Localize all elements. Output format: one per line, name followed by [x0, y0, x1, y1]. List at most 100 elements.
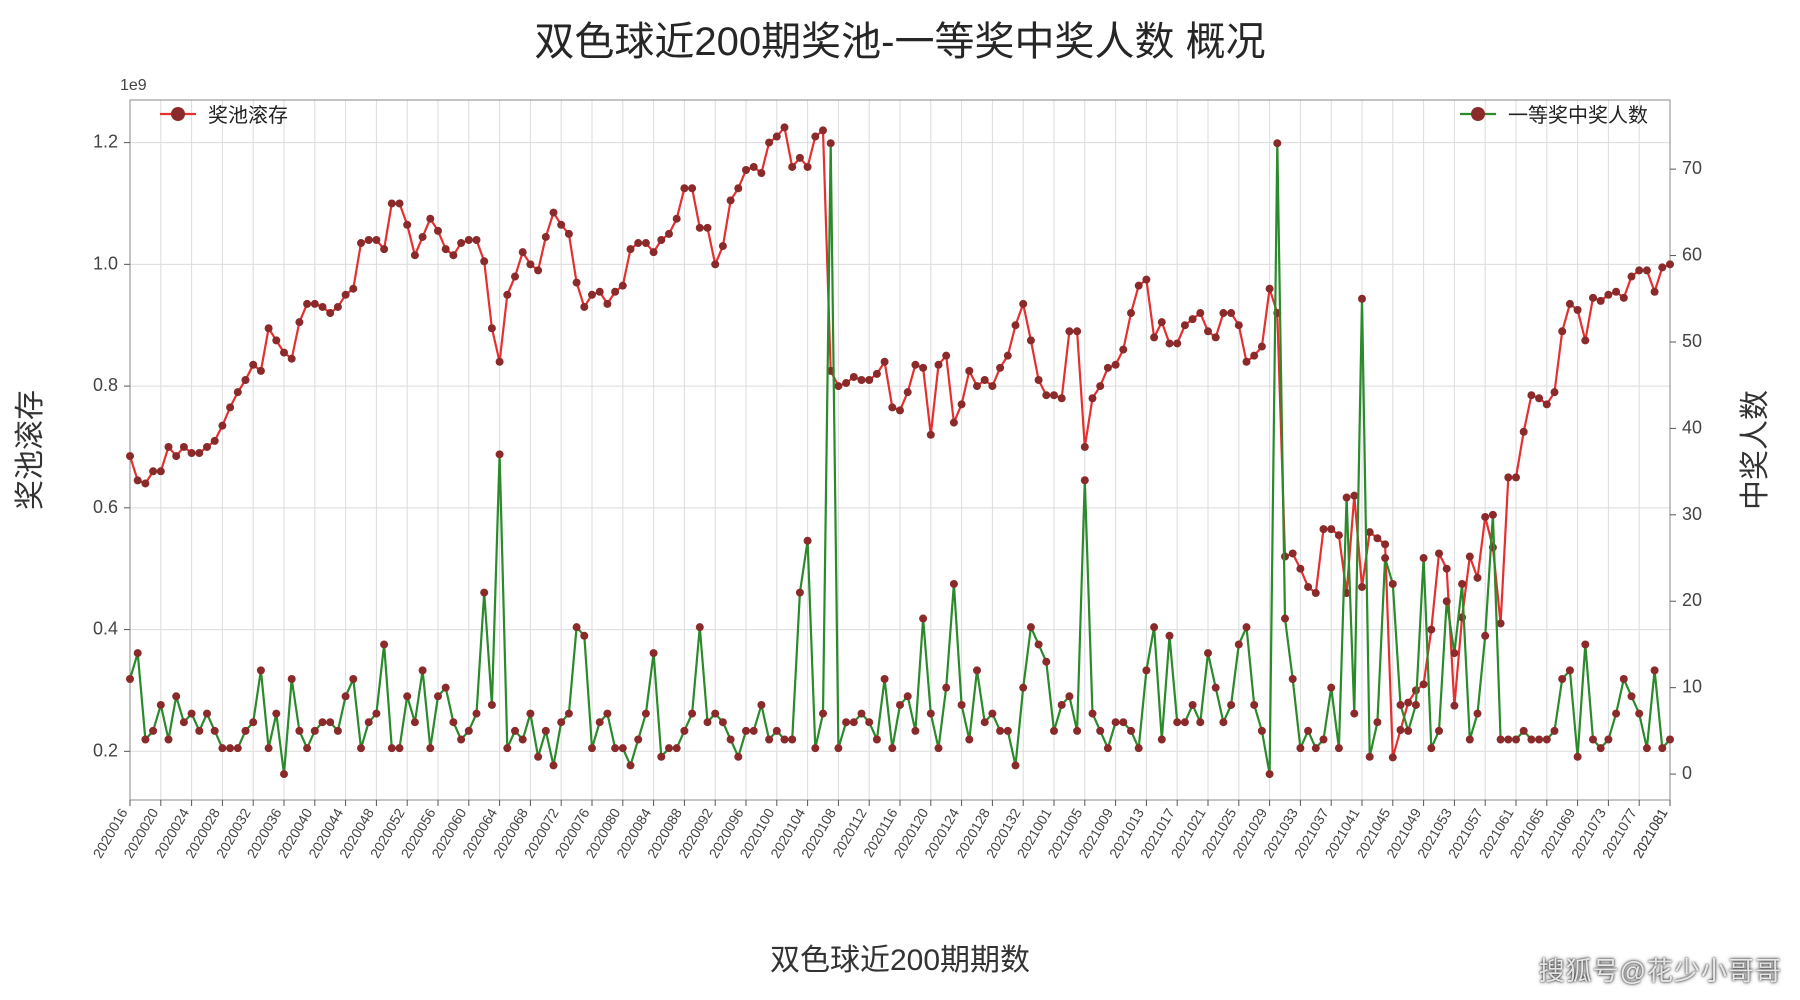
series-marker-1 — [1520, 727, 1528, 735]
series-marker-1 — [326, 718, 334, 726]
series-marker-0 — [1597, 297, 1605, 305]
series-marker-1 — [480, 589, 488, 597]
series-marker-0 — [134, 476, 142, 484]
series-marker-0 — [1142, 276, 1150, 284]
ytick-left-label: 0.2 — [93, 740, 118, 760]
series-marker-1 — [1566, 666, 1574, 674]
series-marker-1 — [465, 727, 473, 735]
series-marker-0 — [542, 233, 550, 241]
series-marker-1 — [1312, 744, 1320, 752]
series-marker-0 — [295, 318, 303, 326]
series-marker-0 — [396, 199, 404, 207]
series-marker-1 — [1219, 718, 1227, 726]
series-marker-0 — [211, 437, 219, 445]
series-marker-1 — [1058, 701, 1066, 709]
series-marker-1 — [1597, 744, 1605, 752]
series-marker-1 — [750, 727, 758, 735]
series-marker-1 — [1628, 692, 1636, 700]
series-marker-1 — [1474, 710, 1482, 718]
series-marker-0 — [865, 376, 873, 384]
series-marker-1 — [195, 727, 203, 735]
ytick-left-label: 0.4 — [93, 619, 118, 639]
series-marker-0 — [388, 199, 396, 207]
series-marker-1 — [942, 684, 950, 692]
series-marker-0 — [1304, 583, 1312, 591]
series-marker-1 — [596, 718, 604, 726]
series-marker-0 — [734, 184, 742, 192]
series-marker-1 — [680, 727, 688, 735]
series-marker-0 — [496, 358, 504, 366]
series-marker-1 — [911, 727, 919, 735]
series-marker-0 — [1535, 394, 1543, 402]
series-marker-0 — [1481, 513, 1489, 521]
series-marker-0 — [727, 196, 735, 204]
series-marker-0 — [773, 133, 781, 141]
series-marker-1 — [1589, 736, 1597, 744]
series-marker-1 — [1158, 736, 1166, 744]
series-marker-0 — [526, 260, 534, 268]
series-marker-0 — [380, 245, 388, 253]
series-marker-0 — [419, 233, 427, 241]
series-marker-0 — [511, 273, 519, 281]
series-marker-1 — [1035, 640, 1043, 648]
series-marker-1 — [1512, 736, 1520, 744]
series-marker-1 — [1304, 727, 1312, 735]
series-marker-1 — [973, 666, 981, 674]
series-marker-0 — [257, 367, 265, 375]
series-marker-0 — [1312, 589, 1320, 597]
series-marker-1 — [411, 718, 419, 726]
series-marker-1 — [603, 710, 611, 718]
series-marker-0 — [365, 236, 373, 244]
series-marker-0 — [1504, 473, 1512, 481]
series-marker-1 — [1189, 701, 1197, 709]
series-marker-0 — [1604, 291, 1612, 299]
chart-svg: 0.20.40.60.81.01.20102030405060702020016… — [0, 0, 1800, 1000]
series-marker-1 — [242, 727, 250, 735]
ytick-right-label: 20 — [1682, 590, 1702, 610]
series-marker-1 — [1343, 494, 1351, 502]
series-marker-0 — [1581, 336, 1589, 344]
series-marker-1 — [1065, 692, 1073, 700]
series-marker-1 — [1258, 727, 1266, 735]
series-marker-1 — [1004, 727, 1012, 735]
series-marker-1 — [288, 675, 296, 683]
series-marker-0 — [1543, 400, 1551, 408]
series-marker-1 — [1581, 640, 1589, 648]
series-marker-0 — [873, 370, 881, 378]
series-marker-1 — [134, 649, 142, 657]
series-marker-0 — [534, 266, 542, 274]
series-marker-1 — [526, 710, 534, 718]
series-marker-1 — [1089, 710, 1097, 718]
series-marker-0 — [1620, 294, 1628, 302]
series-marker-0 — [1381, 540, 1389, 548]
series-marker-1 — [1435, 727, 1443, 735]
series-marker-1 — [804, 537, 812, 545]
series-marker-1 — [1027, 623, 1035, 631]
series-marker-0 — [881, 358, 889, 366]
series-marker-0 — [588, 291, 596, 299]
series-marker-0 — [673, 215, 681, 223]
series-marker-0 — [927, 431, 935, 439]
series-marker-1 — [211, 727, 219, 735]
series-marker-1 — [1604, 736, 1612, 744]
series-marker-1 — [1235, 640, 1243, 648]
series-marker-0 — [1266, 285, 1274, 293]
series-marker-0 — [1119, 346, 1127, 354]
series-marker-0 — [1065, 327, 1073, 335]
series-marker-0 — [203, 443, 211, 451]
y-exponent: 1e9 — [120, 77, 147, 94]
series-marker-0 — [1450, 702, 1458, 710]
legend-left-label: 奖池滚存 — [208, 104, 288, 127]
series-marker-0 — [1443, 565, 1451, 573]
series-marker-1 — [719, 718, 727, 726]
series-marker-1 — [311, 727, 319, 735]
series-marker-1 — [634, 736, 642, 744]
series-marker-1 — [1643, 744, 1651, 752]
ytick-right-label: 10 — [1682, 677, 1702, 697]
series-marker-1 — [303, 744, 311, 752]
series-marker-0 — [1320, 525, 1328, 533]
series-marker-1 — [827, 139, 835, 147]
series-marker-0 — [1042, 391, 1050, 399]
ytick-right-label: 70 — [1682, 158, 1702, 178]
series-marker-1 — [218, 744, 226, 752]
